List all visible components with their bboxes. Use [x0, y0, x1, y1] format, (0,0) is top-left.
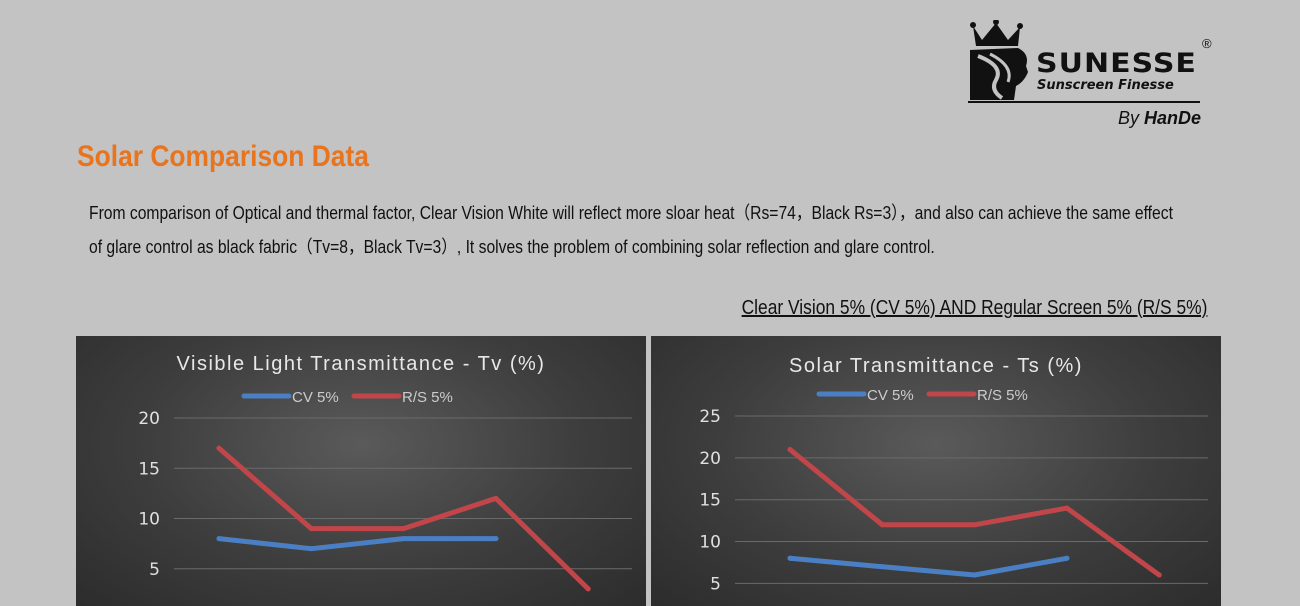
description: From comparison of Optical and thermal f… — [89, 196, 1173, 264]
y-tick-label: 15 — [699, 491, 721, 511]
y-tick-label: 20 — [138, 409, 160, 429]
data-point — [1156, 572, 1162, 578]
data-point — [879, 522, 885, 528]
data-point — [585, 586, 591, 592]
y-tick-label: 20 — [699, 449, 721, 469]
series-line-rs — [787, 447, 1162, 578]
y-tick-label: 5 — [149, 560, 160, 580]
legend-label: R/S 5% — [977, 387, 1028, 404]
logo-divider — [968, 101, 1200, 103]
data-point — [216, 445, 222, 451]
byline-maker: HanDe — [1144, 108, 1202, 128]
chart-ts-panel: Solar Transmittance - Ts (%) CV 5% R/S 5% 5… — [651, 336, 1221, 606]
legend-label: CV 5% — [292, 389, 339, 406]
data-point — [401, 536, 407, 542]
y-tick-label: 5 — [710, 574, 721, 594]
data-point — [787, 555, 793, 561]
sunesse-logo: SUNESSE ® Sunscreen Finesse By HanDe — [968, 20, 1218, 130]
chart-title: Visible Light Transmittance - Tv (%) — [177, 353, 546, 375]
page-title: Solar Comparison Data — [77, 140, 369, 173]
y-tick-label: 15 — [138, 459, 160, 479]
data-point — [216, 536, 222, 542]
comparison-title: Clear Vision 5% (CV 5%) AND Regular Scre… — [741, 297, 1207, 319]
data-point — [493, 495, 499, 501]
data-point — [879, 564, 885, 570]
chart-tv: Visible Light Transmittance - Tv (%) CV 5… — [138, 353, 632, 592]
chart-title: Solar Transmittance - Ts (%) — [789, 355, 1083, 377]
description-line-2: of glare control as black fabric（Tv=8，Bl… — [89, 237, 935, 257]
y-tick-label: 10 — [699, 533, 721, 553]
crown-lion-emblem-icon — [970, 20, 1028, 100]
description-line-1: From comparison of Optical and thermal f… — [89, 203, 1173, 223]
chart-ts: Solar Transmittance - Ts (%) CV 5% R/S 5% 5… — [699, 355, 1208, 594]
data-point — [972, 522, 978, 528]
series-line-cv — [216, 536, 499, 552]
y-tick-label: 25 — [699, 407, 721, 427]
data-point — [401, 526, 407, 532]
chart-tv-panel: Visible Light Transmittance - Tv (%) CV 5… — [76, 336, 646, 606]
data-point — [1064, 505, 1070, 511]
registered-mark: ® — [1202, 36, 1212, 51]
data-point — [308, 546, 314, 552]
legend-label: CV 5% — [867, 387, 914, 404]
brand-tagline: Sunscreen Finesse — [1037, 78, 1174, 93]
byline: By HanDe — [1118, 108, 1201, 129]
series-line-cv — [787, 555, 1070, 578]
data-point — [787, 446, 793, 452]
y-tick-label: 10 — [138, 510, 160, 530]
data-point — [1064, 555, 1070, 561]
data-point — [493, 536, 499, 542]
data-point — [308, 526, 314, 532]
legend-label: R/S 5% — [402, 389, 453, 406]
data-point — [972, 572, 978, 578]
byline-by: By — [1118, 108, 1140, 128]
brand-name: SUNESSE — [1036, 47, 1197, 80]
